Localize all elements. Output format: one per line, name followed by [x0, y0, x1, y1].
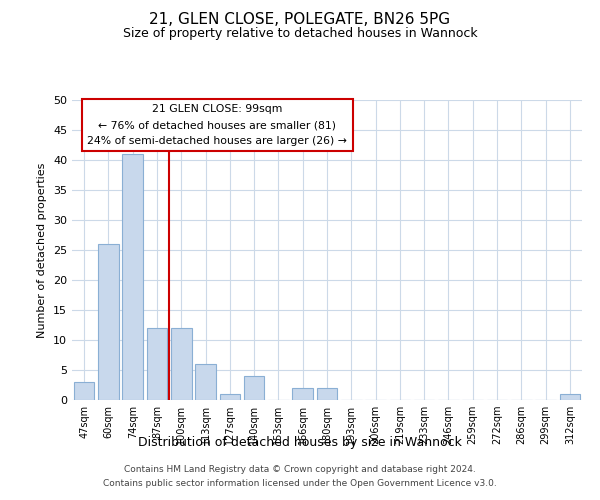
Text: Size of property relative to detached houses in Wannock: Size of property relative to detached ho…: [122, 28, 478, 40]
Bar: [560, 394, 580, 400]
Bar: [98, 244, 119, 400]
Text: 21 GLEN CLOSE: 99sqm
← 76% of detached houses are smaller (81)
24% of semi-detac: 21 GLEN CLOSE: 99sqm ← 76% of detached h…: [88, 104, 347, 146]
Text: 21, GLEN CLOSE, POLEGATE, BN26 5PG: 21, GLEN CLOSE, POLEGATE, BN26 5PG: [149, 12, 451, 28]
Bar: [171, 328, 191, 400]
Bar: [292, 388, 313, 400]
Text: Contains HM Land Registry data © Crown copyright and database right 2024.
Contai: Contains HM Land Registry data © Crown c…: [103, 466, 497, 487]
Y-axis label: Number of detached properties: Number of detached properties: [37, 162, 47, 338]
Bar: [244, 376, 265, 400]
Bar: [74, 382, 94, 400]
Text: Distribution of detached houses by size in Wannock: Distribution of detached houses by size …: [138, 436, 462, 449]
Bar: [122, 154, 143, 400]
Bar: [195, 364, 216, 400]
Bar: [220, 394, 240, 400]
Bar: [146, 328, 167, 400]
Bar: [317, 388, 337, 400]
